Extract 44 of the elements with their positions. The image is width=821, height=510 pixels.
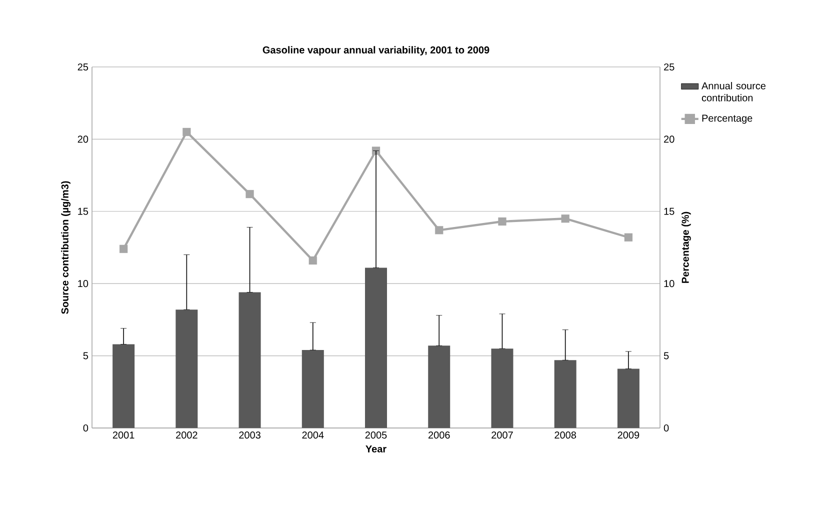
point (120, 244, 128, 253)
y2-tick-label: 10 (664, 280, 674, 288)
x-tick-label: 2003 (239, 432, 260, 439)
y2-tick-label: 20 (664, 136, 674, 143)
bar (428, 346, 450, 428)
x-tick-label: 2005 (365, 432, 387, 439)
y2-tick-label: 25 (664, 63, 674, 71)
x-tick-label: 2001 (112, 432, 134, 439)
x-tick-label: 2009 (618, 432, 640, 439)
y-tick-label: 25 (78, 63, 88, 71)
bar (176, 310, 198, 428)
y-tick-label: 15 (78, 208, 88, 215)
legend-label: Percentage (702, 114, 752, 124)
bar (238, 292, 261, 428)
y2-tick-label: 0 (664, 424, 669, 432)
point (308, 256, 317, 265)
bar (491, 348, 514, 428)
point (435, 226, 444, 234)
x-tick-label: 2002 (176, 432, 198, 439)
point (246, 190, 254, 198)
bar (112, 344, 135, 428)
bar (302, 350, 324, 428)
bar (365, 268, 387, 428)
x-tick-label: 2008 (554, 432, 576, 439)
x-tick-label: 2004 (302, 432, 324, 439)
point (561, 214, 570, 223)
point (624, 233, 632, 242)
x-tick-label: 2006 (428, 432, 450, 439)
y-tick-label: 0 (83, 424, 88, 432)
chart-title: Gasoline vapour annual variability, 2001 to 2009 (262, 46, 490, 56)
bar (554, 360, 576, 428)
y-tick-label: 20 (78, 136, 88, 143)
y-tick-label: 5 (83, 352, 88, 360)
point (182, 128, 191, 136)
x-axis-title: Year (366, 445, 386, 452)
y-tick-label: 10 (78, 280, 88, 288)
x-tick-label: 2007 (492, 432, 513, 439)
y2-axis-title: Percentage (%) (682, 212, 691, 283)
bar (617, 368, 640, 428)
y2-tick-label: 15 (664, 208, 674, 215)
legend-label: Annual source contribution (702, 82, 766, 102)
point (498, 217, 506, 226)
y-axis-title: Source contribution (µg/m3) (61, 181, 70, 314)
y2-tick-label: 5 (664, 352, 669, 360)
